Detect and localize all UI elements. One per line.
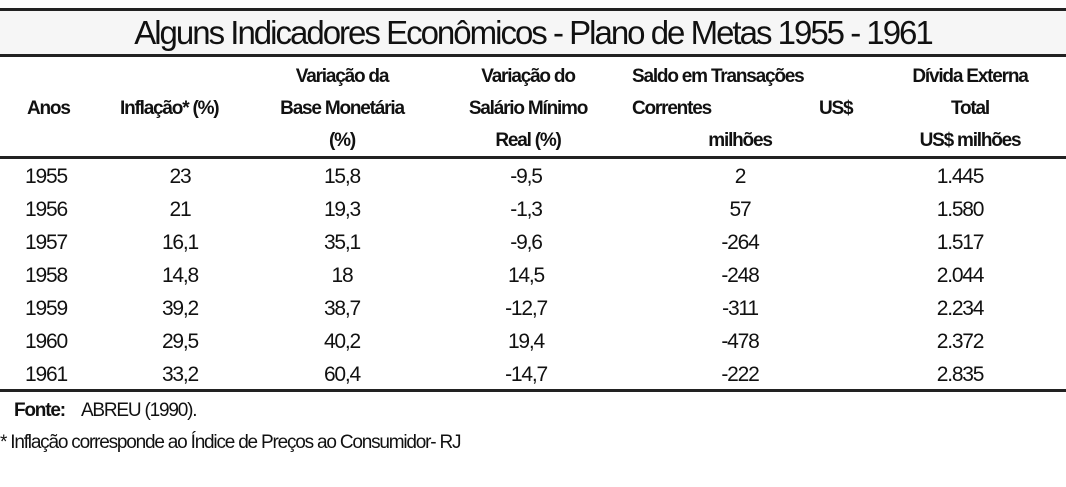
table-bottom-rule (0, 389, 1066, 392)
table-cell: 1960 (25, 330, 68, 353)
table-cell: 57 (729, 198, 752, 221)
table-cell: -264 (721, 231, 759, 254)
header-divida-line1: Dívida Externa (912, 66, 1028, 87)
header-inflacao: Inflação* (%) (120, 98, 220, 119)
table-title: Alguns Indicadores Econômicos - Plano de… (0, 8, 1066, 57)
header-salario-line3: Real (%) (495, 130, 562, 151)
source-label: Fonte: (14, 400, 66, 421)
table-cell: 38,7 (323, 297, 361, 320)
table-row: 1961 33,2 60,4 -14,7 -222 2.835 (0, 358, 1066, 391)
table-cell: 35,1 (323, 231, 361, 254)
header-salario-line1: Variação do (481, 66, 576, 87)
table-cell: 29,5 (161, 330, 199, 353)
header-saldo-line3: milhões (708, 130, 773, 151)
table-cell: 16,1 (161, 231, 199, 254)
table-row: 1959 39,2 38,7 -12,7 -311 2.234 (0, 292, 1066, 325)
table-cell: 1.517 (936, 231, 985, 254)
table-cell: -478 (721, 330, 759, 353)
table-cell: 15,8 (323, 165, 361, 188)
header-base-line3: (%) (329, 130, 356, 151)
header-divider (0, 156, 1066, 159)
source-line: Fonte: ABREU (1990). (14, 400, 198, 422)
table-cell: -12,7 (505, 297, 548, 320)
header-saldo-line1: Saldo em Transações (632, 66, 805, 87)
header-divida-line3: US$ milhões (919, 130, 1022, 151)
table-cell: 14,5 (507, 264, 545, 287)
table-row: 1958 14,8 18 14,5 -248 2.044 (0, 259, 1066, 292)
table-cell: 2.835 (936, 363, 985, 386)
table-row: 1957 16,1 35,1 -9,6 -264 1.517 (0, 226, 1066, 259)
table-cell: 2.372 (936, 330, 985, 353)
table-cell: -1,3 (510, 198, 543, 221)
table-cell: 23 (169, 165, 192, 188)
header-anos: Anos (27, 98, 71, 119)
table-cell: 14,8 (161, 264, 199, 287)
table-cell: -222 (721, 363, 759, 386)
table-cell: 2 (734, 165, 747, 188)
table-cell: 21 (169, 198, 192, 221)
table-cell: 1957 (25, 231, 68, 254)
table-cell: 1958 (25, 264, 68, 287)
source-value: ABREU (1990). (80, 400, 198, 421)
footnote: * Inflação corresponde ao Índice de Preç… (0, 432, 461, 453)
table-cell: 39,2 (161, 297, 199, 320)
header-salario-line2: Salário Mínimo (468, 98, 589, 119)
table-row: 1960 29,5 40,2 19,4 -478 2.372 (0, 325, 1066, 358)
table-cell: 19,3 (323, 198, 361, 221)
table-cell: 19,4 (507, 330, 545, 353)
table-row: 1956 21 19,3 -1,3 57 1.580 (0, 193, 1066, 226)
header-base-line2: Base Monetária (280, 98, 405, 119)
header-saldo-line2a: Correntes (632, 98, 712, 119)
table-cell: 1.580 (936, 198, 985, 221)
table-cell: -9,5 (510, 165, 543, 188)
table-cell: 40,2 (323, 330, 361, 353)
header-divida-line2: Total (951, 98, 990, 119)
table-cell: 1956 (25, 198, 68, 221)
table-cell: 18 (331, 264, 354, 287)
table-cell: 1961 (25, 363, 68, 386)
table-cell: -248 (721, 264, 759, 287)
header-saldo-line2b: US$ (819, 98, 854, 119)
table-cell: 1955 (25, 165, 68, 188)
table-cell: 1.445 (936, 165, 985, 188)
table-cell: 2.234 (936, 297, 985, 320)
table-cell: 2.044 (936, 264, 985, 287)
table-cell: -14,7 (505, 363, 548, 386)
table-cell: 60,4 (323, 363, 361, 386)
table-cell: -9,6 (510, 231, 543, 254)
table-cell: 33,2 (161, 363, 199, 386)
header-base-line1: Variação da (295, 66, 390, 87)
table-title-text: Alguns Indicadores Econômicos - Plano de… (134, 13, 934, 51)
table-row: 1955 23 15,8 -9,5 2 1.445 (0, 160, 1066, 193)
table-cell: -311 (722, 297, 759, 320)
table-cell: 1959 (25, 297, 68, 320)
